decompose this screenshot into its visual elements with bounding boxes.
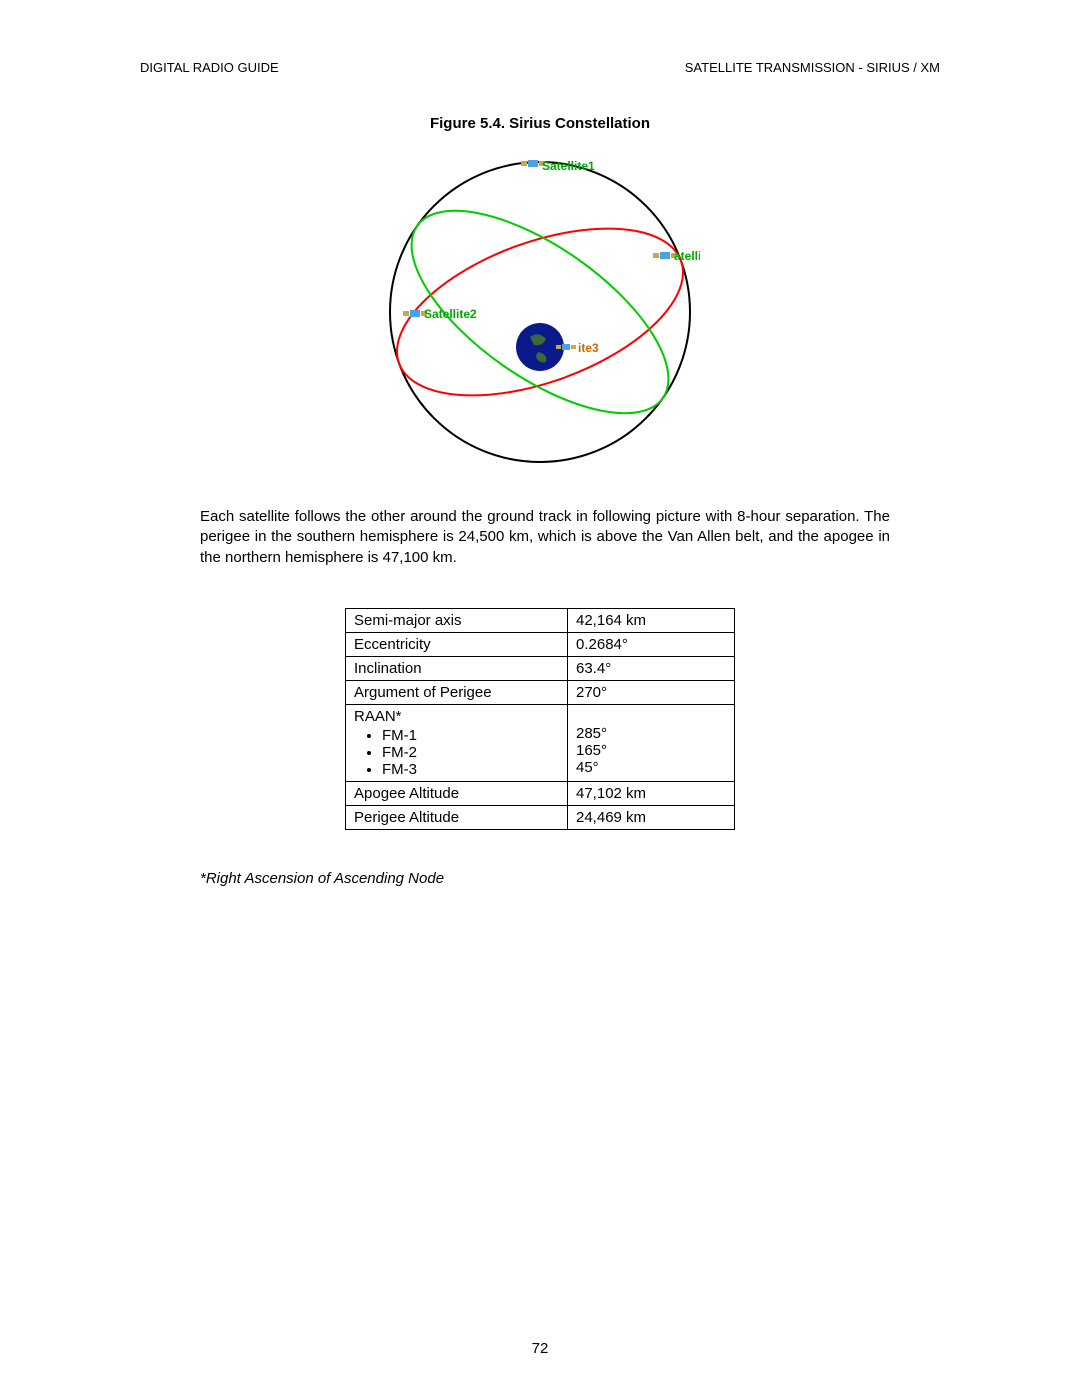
table-row: Inclination 63.4° <box>346 656 735 680</box>
body-paragraph: Each satellite follows the other around … <box>200 507 890 568</box>
param-label: Inclination <box>346 656 568 680</box>
param-label: Argument of Perigee <box>346 680 568 704</box>
page-header: DIGITAL RADIO GUIDE SATELLITE TRANSMISSI… <box>140 60 940 75</box>
table-row: Apogee Altitude 47,102 km <box>346 781 735 805</box>
raan-item: FM-1 <box>382 727 559 744</box>
satellite-right-label: atellit <box>674 249 700 263</box>
table-row: Perigee Altitude 24,469 km <box>346 805 735 829</box>
raan-item: FM-2 <box>382 744 559 761</box>
raan-label: RAAN* <box>354 708 402 725</box>
page: DIGITAL RADIO GUIDE SATELLITE TRANSMISSI… <box>0 0 1080 1397</box>
param-value: 47,102 km <box>568 781 735 805</box>
raan-value: 285° <box>576 725 726 742</box>
param-label: Apogee Altitude <box>346 781 568 805</box>
raan-values-cell: 285° 165° 45° <box>568 704 735 781</box>
param-label: Perigee Altitude <box>346 805 568 829</box>
table-row: Eccentricity 0.2684° <box>346 632 735 656</box>
page-number: 72 <box>0 1340 1080 1357</box>
param-value: 0.2684° <box>568 632 735 656</box>
header-left: DIGITAL RADIO GUIDE <box>140 60 279 75</box>
raan-value: 45° <box>576 759 726 776</box>
table-row-raan: RAAN* FM-1 FM-2 FM-3 285° 165° 45° <box>346 704 735 781</box>
param-value: 24,469 km <box>568 805 735 829</box>
table-row: Argument of Perigee 270° <box>346 680 735 704</box>
param-value: 63.4° <box>568 656 735 680</box>
raan-cell: RAAN* FM-1 FM-2 FM-3 <box>346 704 568 781</box>
raan-list: FM-1 FM-2 FM-3 <box>354 727 559 778</box>
raan-value: 165° <box>576 742 726 759</box>
footnote: *Right Ascension of Ascending Node <box>200 870 940 887</box>
satellite-2-label: Satellite2 <box>424 307 477 321</box>
param-label: Semi-major axis <box>346 608 568 632</box>
header-right: SATELLITE TRANSMISSION - SIRIUS / XM <box>685 60 940 75</box>
orbital-parameters-table: Semi-major axis 42,164 km Eccentricity 0… <box>345 608 735 830</box>
figure-title: Figure 5.4. Sirius Constellation <box>140 115 940 132</box>
satellite-1-label: Satellite1 <box>542 159 595 173</box>
satellite-3-label: ite3 <box>578 341 599 355</box>
table-row: Semi-major axis 42,164 km <box>346 608 735 632</box>
param-value: 42,164 km <box>568 608 735 632</box>
constellation-diagram: Satellite1 atellit Satellite2 ite3 <box>380 152 700 472</box>
param-value: 270° <box>568 680 735 704</box>
raan-item: FM-3 <box>382 761 559 778</box>
param-label: Eccentricity <box>346 632 568 656</box>
figure-container: Satellite1 atellit Satellite2 ite3 <box>140 152 940 477</box>
